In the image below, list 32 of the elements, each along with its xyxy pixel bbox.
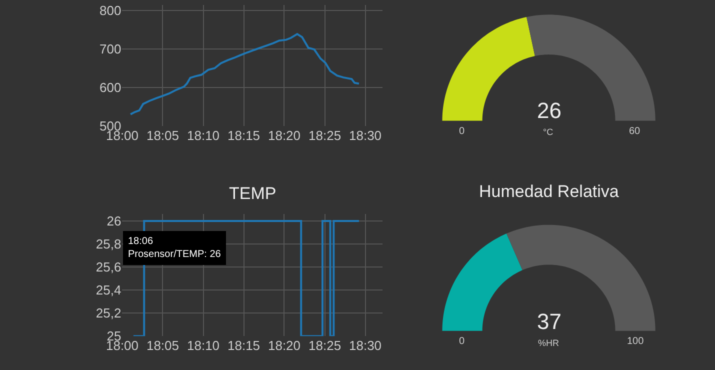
x-tick-label: 18:05	[146, 338, 180, 354]
x-tick-label: 18:25	[308, 338, 342, 354]
text: 37	[537, 309, 562, 334]
x-tick-label: 18:20	[268, 338, 301, 354]
y-tick-label: 25,8	[96, 236, 122, 252]
y-tick-label: 25,6	[96, 260, 122, 275]
text: 26	[537, 98, 562, 123]
x-tick-label: 18:25	[308, 128, 342, 143]
text: 0	[459, 126, 465, 137]
text: °C	[543, 127, 554, 137]
annotation: 18:06 Prosensor/TEMP: 26	[128, 236, 222, 260]
y-tick-label: 25,2	[96, 306, 122, 321]
text: 0	[459, 336, 465, 347]
x-tick-label: 18:10	[186, 338, 220, 354]
x-tick-label: 18:10	[186, 128, 220, 143]
text: 100	[627, 336, 644, 347]
y-tick-label: 600	[100, 80, 122, 95]
x-tick-label: 18:30	[348, 128, 382, 143]
x-tick-label: 18:15	[227, 338, 260, 354]
x-tick-label: 18:15	[227, 128, 260, 143]
x-tick-label: 18:30	[348, 338, 382, 354]
y-tick-label: 26	[106, 214, 122, 228]
x-tick-label: 18:05	[146, 128, 180, 143]
text: %HR	[538, 338, 560, 348]
y-tick-label: 25,4	[96, 282, 122, 298]
y-tick-label: 700	[100, 42, 122, 57]
line-series	[130, 33, 360, 116]
y-tick-label: 800	[100, 3, 122, 18]
chart-title: Humedad Relativa	[479, 182, 620, 201]
chart-title: TEMP	[229, 184, 276, 203]
x-tick-label: 18:20	[268, 128, 301, 143]
text: 60	[629, 126, 641, 137]
